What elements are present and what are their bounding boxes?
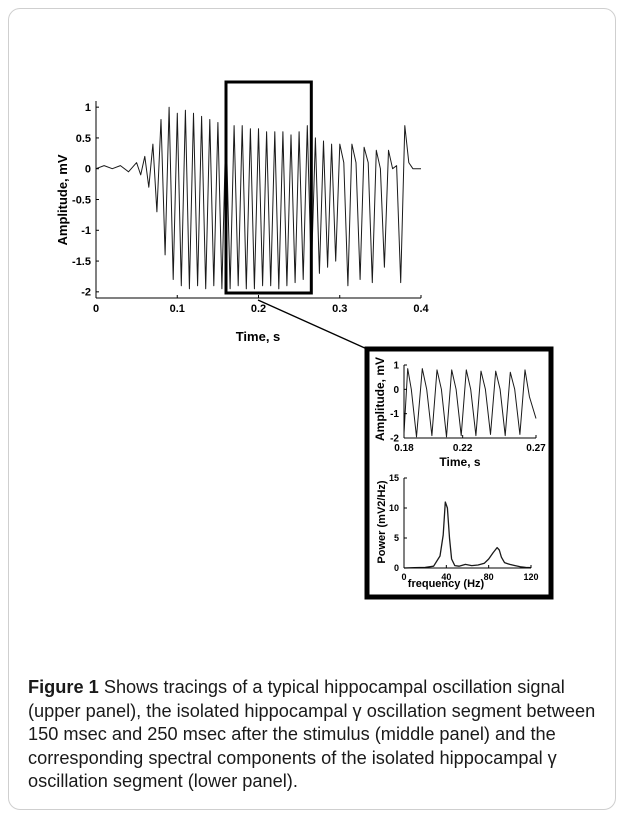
lower-y-tick-label: 5 <box>394 533 399 543</box>
lower-xlabel: frequency (Hz) <box>408 578 485 590</box>
middle-x-tick-label: 0.22 <box>453 443 473 454</box>
middle-x-tick-label: 0.18 <box>394 443 414 454</box>
upper-series-line <box>95 106 421 290</box>
lower-y-tick-label: 15 <box>389 473 399 483</box>
upper-x-tick-label: 0 <box>93 303 99 315</box>
lower-ylabel: Power (mV2/Hz) <box>376 480 388 563</box>
middle-series-line <box>403 368 537 438</box>
inset-frame <box>364 346 554 600</box>
lower-panel: 0 40 80 120 15 10 5 0 frequency (Hz) Power (mV2… <box>376 473 539 590</box>
lower-series-line <box>403 501 532 569</box>
lower-x-tick-label: 120 <box>523 572 538 582</box>
upper-y-tick-label: -0.5 <box>72 194 91 206</box>
middle-y-tick-label: -2 <box>390 434 399 445</box>
upper-x-tick-label: 0.2 <box>251 303 266 315</box>
lower-x-tick-label: 0 <box>401 572 406 582</box>
figure-caption: Figure 1 Shows tracings of a typical hip… <box>28 676 600 794</box>
middle-y-tick-label: 1 <box>393 361 399 372</box>
figure-svg: 0 0.1 0.2 0.3 0.4 1 0.5 0 -0.5 -1 -1.5 -2 Time, s A… <box>55 80 554 600</box>
upper-xlabel: Time, s <box>236 329 281 344</box>
lower-x-tick-label: 40 <box>441 572 451 582</box>
caption-label: Figure 1 <box>28 677 99 697</box>
middle-xlabel: Time, s <box>439 455 480 469</box>
upper-ylabel: Amplitude, mV <box>55 154 70 245</box>
upper-highlight-box <box>224 80 313 295</box>
lower-x-tick-label: 80 <box>484 572 494 582</box>
middle-panel: 0.18 0.22 0.27 1 0 -1 -2 Time, s Amplitude, mV <box>373 357 546 469</box>
upper-x-tick-label: 0.3 <box>332 303 347 315</box>
caption-text: Shows tracings of a typical hippocampal … <box>28 677 596 791</box>
upper-y-tick-label: -2 <box>81 287 91 299</box>
upper-x-tick-label: 0.1 <box>170 303 185 315</box>
upper-y-tick-label: -1 <box>81 225 91 237</box>
upper-panel: 0 0.1 0.2 0.3 0.4 1 0.5 0 -0.5 -1 -1.5 -2 Time, s A… <box>55 80 430 344</box>
middle-ylabel: Amplitude, mV <box>373 357 387 441</box>
connector-line <box>257 299 368 350</box>
middle-x-tick-label: 0.27 <box>526 443 546 454</box>
upper-y-tick-label: 0.5 <box>76 133 91 145</box>
middle-y-tick-label: -1 <box>390 409 399 420</box>
middle-y-tick-label: 0 <box>393 385 399 396</box>
upper-y-tick-label: 0 <box>85 164 91 176</box>
upper-y-tick-label: 1 <box>85 102 91 114</box>
lower-y-tick-label: 0 <box>394 563 399 573</box>
lower-y-tick-label: 10 <box>389 503 399 513</box>
upper-x-tick-label: 0.4 <box>413 303 429 315</box>
upper-y-tick-label: -1.5 <box>72 256 91 268</box>
